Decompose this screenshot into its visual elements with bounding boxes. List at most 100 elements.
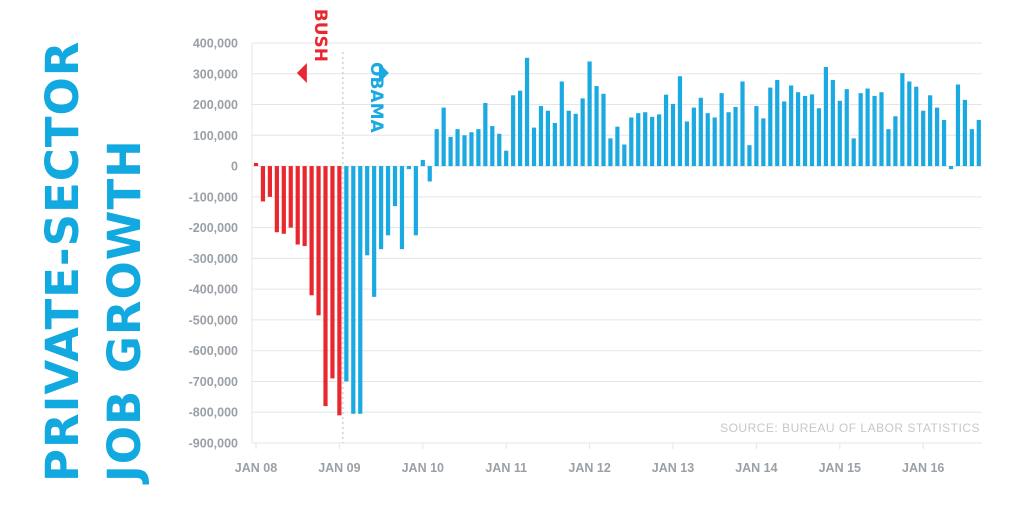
y-tick-label: -100,000 [189, 190, 238, 204]
bar-bush [330, 166, 335, 379]
bar-obama [976, 119, 981, 167]
bar-obama [837, 100, 842, 167]
source-note: SOURCE: BUREAU OF LABOR STATISTICS [720, 421, 980, 435]
bar-obama [677, 76, 683, 167]
y-tick-label: 100,000 [193, 129, 238, 143]
bar-obama [893, 116, 898, 167]
bar-obama [747, 145, 752, 167]
bar-bush [323, 166, 328, 407]
y-tick-label: -600,000 [189, 344, 238, 358]
bar-bush [281, 166, 286, 234]
bar-obama [650, 116, 655, 167]
x-tick-label: JAN 15 [819, 461, 861, 475]
y-tick-label: -900,000 [189, 437, 238, 451]
bar-obama [907, 81, 912, 167]
bar-obama [615, 126, 620, 167]
bar-bush [274, 166, 279, 233]
x-tick-label: JAN 14 [735, 461, 777, 475]
y-tick-label: -500,000 [189, 313, 238, 327]
bar-obama [830, 79, 835, 167]
x-tick-label: JAN 10 [402, 461, 444, 475]
y-tick-label: 200,000 [193, 98, 238, 112]
bar-obama [372, 166, 377, 297]
bar-bush [337, 166, 342, 416]
bar-obama [601, 93, 606, 167]
bush-label: BUSH [310, 9, 330, 62]
bar-obama [622, 144, 627, 167]
bar-bush [309, 166, 314, 296]
bar-obama [921, 110, 926, 167]
bar-obama [448, 136, 453, 167]
bar-bush [316, 166, 321, 316]
bar-obama [816, 108, 822, 167]
x-tick-label: JAN 09 [318, 461, 360, 475]
y-tick-label: -300,000 [189, 252, 238, 266]
bar-obama [427, 166, 432, 182]
bar-bush [295, 166, 300, 245]
y-tick-label: -400,000 [189, 283, 238, 297]
y-tick-label: 300,000 [193, 67, 238, 81]
x-tick-label: JAN 11 [485, 461, 527, 475]
bar-obama [872, 95, 877, 167]
bar-obama [823, 67, 828, 167]
bar-obama [858, 93, 863, 167]
x-tick-label: JAN 08 [235, 461, 277, 475]
bar-obama [726, 112, 731, 167]
bar-obama [358, 166, 363, 414]
bar-obama [559, 81, 564, 167]
y-tick-label: -700,000 [189, 375, 238, 389]
bar-obama [663, 94, 669, 167]
y-axis-ticks: 400,000 300,000 200,000 100,000 0 -100,000 -20… [189, 37, 238, 451]
bar-obama [851, 138, 856, 167]
bar-obama [636, 113, 641, 167]
bar-obama [511, 95, 516, 167]
bar-obama [886, 129, 891, 167]
bar-obama [948, 166, 954, 170]
bar-obama [914, 86, 919, 167]
y-tick-label: -200,000 [189, 221, 238, 235]
bar-obama [712, 117, 717, 167]
y-tick-label: -800,000 [189, 406, 238, 420]
bar-obama [344, 166, 349, 382]
bar-obama [684, 121, 689, 167]
bar-obama [733, 107, 738, 167]
x-tick-label: JAN 13 [652, 461, 694, 475]
bar-obama [879, 92, 884, 167]
bar-obama [969, 129, 974, 167]
bar-obama [545, 110, 550, 167]
bar-obama [538, 106, 544, 167]
bar-obama [476, 129, 481, 167]
bar-obama [399, 166, 405, 250]
bar-obama [789, 85, 794, 167]
bar-obama [413, 166, 418, 236]
bar-obama [365, 166, 370, 256]
bar-obama [768, 87, 773, 167]
bar-obama [385, 166, 391, 236]
bar-obama [691, 107, 696, 167]
bar-obama [761, 118, 766, 167]
bar-obama [754, 106, 759, 167]
bar-obama [462, 135, 467, 167]
bar-obama [900, 73, 905, 167]
bar-obama [392, 166, 398, 207]
bar-bush [260, 166, 266, 202]
bar-obama [809, 94, 815, 167]
bar-obama [608, 138, 613, 167]
y-tick-label: 400,000 [193, 37, 238, 51]
bar-obama [740, 81, 745, 167]
bar-obama [441, 107, 446, 167]
bar-obama [928, 95, 933, 167]
bar-obama [844, 89, 849, 167]
bar-obama [518, 90, 523, 167]
bar-obama [351, 166, 356, 414]
bar-bush [302, 166, 307, 247]
bar-obama [802, 95, 808, 167]
bar-obama [955, 84, 961, 167]
bar-obama [524, 57, 530, 167]
bar-obama [775, 79, 780, 167]
bar-obama [941, 119, 947, 167]
obama-label: OBAMA [366, 62, 386, 133]
bar-obama [469, 132, 474, 167]
bar-bush [267, 166, 272, 197]
